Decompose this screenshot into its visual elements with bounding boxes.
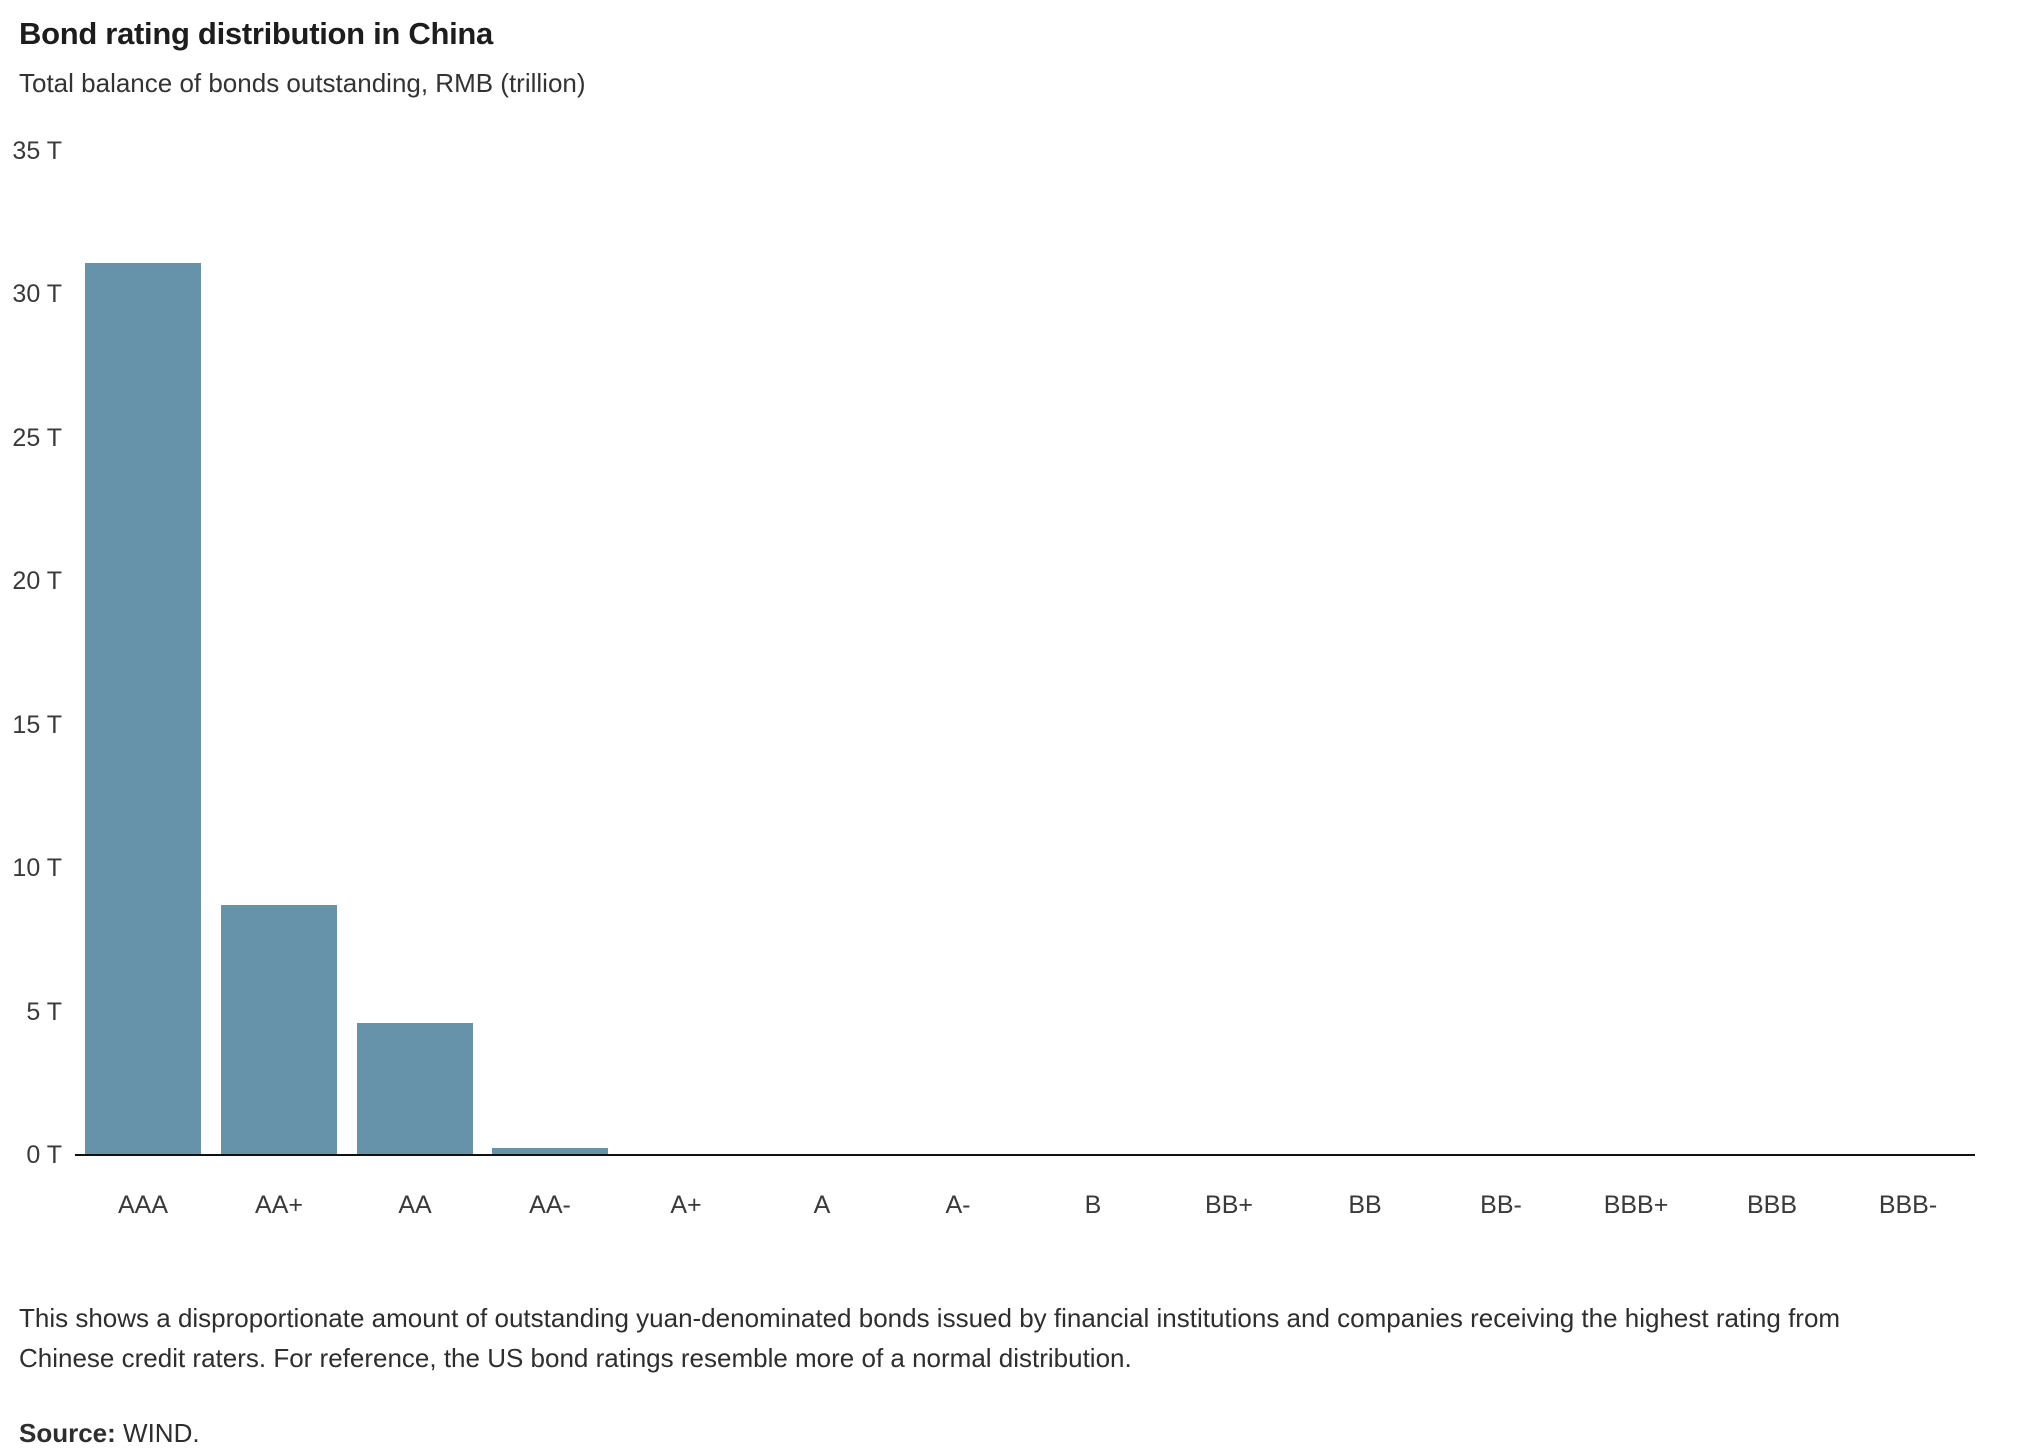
source-line: Source: WIND. (19, 1418, 200, 1449)
x-axis-tick-label: AA- (529, 1191, 571, 1219)
x-axis-tick-label: BB (1348, 1191, 1382, 1219)
x-axis-tick-label: A (813, 1191, 831, 1219)
x-axis-tick-label: AA+ (255, 1191, 303, 1219)
chart-note: This shows a disproportionate amount of … (19, 1303, 1841, 1373)
x-axis-tick-label: A+ (670, 1191, 702, 1219)
y-axis-tick-label: 20 T (12, 567, 62, 596)
page-title: Bond rating distribution in China (19, 16, 493, 51)
x-axis-tick-label: BB- (1480, 1191, 1522, 1219)
y-axis-tick-label: 0 T (26, 1141, 62, 1169)
bar (221, 905, 337, 1155)
bar (357, 1023, 473, 1155)
y-axis-tick-label: 30 T (12, 280, 62, 309)
y-axis-tick-label: 5 T (26, 997, 62, 1026)
x-axis-tick-label: BBB (1746, 1191, 1798, 1219)
source-value: WIND. (115, 1418, 200, 1448)
x-axis-line (75, 1154, 1975, 1156)
x-axis-tick-label: A- (945, 1191, 971, 1219)
y-axis-tick-label: 15 T (12, 710, 62, 739)
chart-subtitle: Total balance of bonds outstanding, RMB … (19, 68, 586, 98)
x-axis-tick-label: AAA (117, 1191, 169, 1219)
x-axis-tick-label: BBB- (1878, 1191, 1938, 1219)
x-axis-tick-label: AA (398, 1191, 432, 1219)
x-axis-tick-label: B (1084, 1191, 1102, 1219)
x-axis-tick-label: BB+ (1205, 1191, 1253, 1219)
y-axis-tick-label: 35 T (12, 137, 62, 165)
y-axis-tick-label: 25 T (12, 423, 62, 452)
source-label: Source: (19, 1418, 116, 1448)
x-axis-tick-label: BBB+ (1603, 1191, 1669, 1219)
y-axis-tick-label: 10 T (12, 854, 62, 883)
bar (85, 262, 201, 1155)
bar (492, 1147, 608, 1155)
